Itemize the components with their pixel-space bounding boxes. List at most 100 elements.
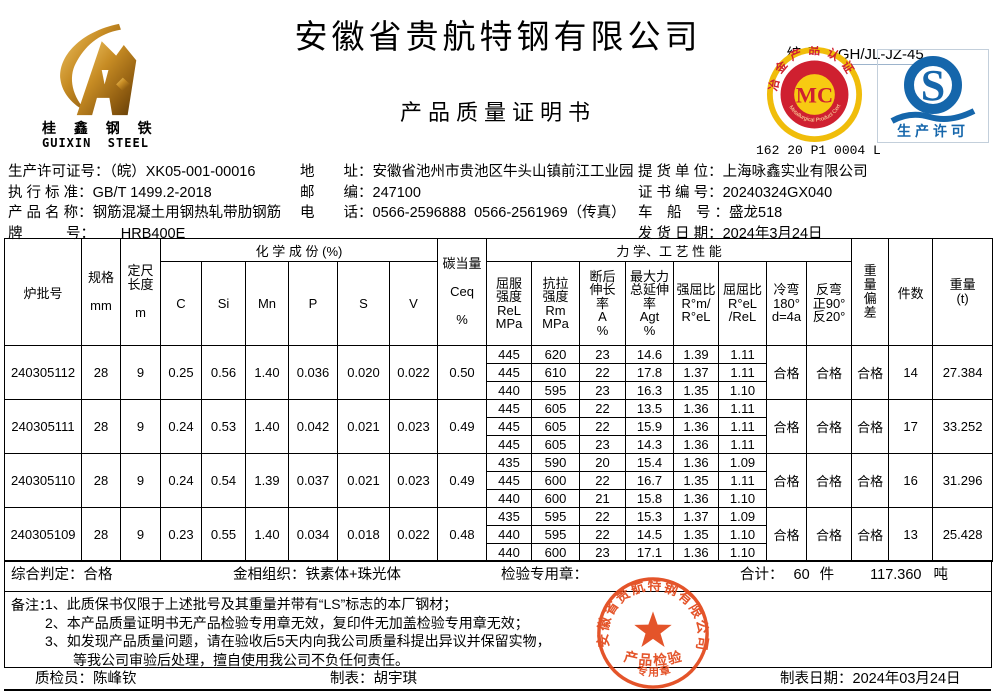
cell-chem: 0.023 xyxy=(388,453,439,508)
cell-mech: 1.36 xyxy=(673,417,720,436)
col-header-mn: Mn xyxy=(245,261,289,346)
cell-mech: 14.5 xyxy=(625,525,675,544)
cell-length: 9 xyxy=(120,345,161,400)
cell-mech: 600 xyxy=(531,471,581,490)
cell-mech: 1.09 xyxy=(718,453,768,472)
cell-mech: 15.3 xyxy=(625,507,675,526)
stamp-line1: 产品检验 xyxy=(623,647,686,668)
cell-mech: 15.8 xyxy=(625,489,675,508)
footer-row: 质检员：陈峰钦 制表：胡宇琪 制表日期：2024年03月24日 xyxy=(0,668,996,690)
cell-reverse-bend: 合格 xyxy=(806,345,853,400)
cell-mech: 440 xyxy=(486,381,533,400)
cell-mech: 20 xyxy=(579,453,627,472)
cell-mech: 1.36 xyxy=(673,453,720,472)
cell-mech: 14.3 xyxy=(625,435,675,454)
cell-mech: 17.8 xyxy=(625,363,675,382)
cell-chem: 0.24 xyxy=(160,399,202,454)
cell-cold-bend: 合格 xyxy=(766,345,808,400)
cell-chem: 0.25 xyxy=(160,345,202,400)
cell-mech: 595 xyxy=(531,381,581,400)
cell-chem: 0.037 xyxy=(288,453,338,508)
cell-mech: 605 xyxy=(531,435,581,454)
cell-weight: 33.252 xyxy=(932,399,994,454)
cell-mech: 435 xyxy=(486,453,533,472)
cell-batch: 240305112 xyxy=(4,345,82,400)
cell-chem: 0.034 xyxy=(288,507,338,562)
col-header-si: Si xyxy=(201,261,246,346)
metallographic-structure: 金相组织：铁素体+珠光体 xyxy=(233,567,401,583)
cell-mech: 23 xyxy=(579,435,627,454)
cell-chem: 1.40 xyxy=(245,345,289,400)
cell-mech: 16.3 xyxy=(625,381,675,400)
cell-chem: 0.53 xyxy=(201,399,246,454)
serial-value: GH/JL-JZ-45 xyxy=(835,46,926,65)
col-header-length: 定尺 长度 m xyxy=(120,238,161,346)
document-title: 产品质量证明书 xyxy=(399,100,596,125)
cell-chem: 0.23 xyxy=(160,507,202,562)
info-column-middle: 地 址：安徽省池州市贵池区牛头山镇前江工业园 邮 编：247100 电 话：05… xyxy=(300,162,634,224)
vehicle-line: 车 船 号 ：盛龙518 xyxy=(638,205,783,221)
report-date: 制表日期：2024年03月24日 xyxy=(780,671,961,687)
cell-chem: 0.023 xyxy=(388,399,439,454)
cell-cold-bend: 合格 xyxy=(766,399,808,454)
cell-mech: 440 xyxy=(486,525,533,544)
info-column-right: 提 货 单 位：上海咏鑫实业有限公司 证 书 编 号：20240324GX040… xyxy=(638,162,868,244)
col-header-yield: 屈服 强度 ReL MPa xyxy=(486,261,533,346)
cell-mech: 445 xyxy=(486,417,533,436)
tabulator: 制表：胡宇琪 xyxy=(330,671,417,687)
company-title: 安徽省贵航特钢有限公司 xyxy=(294,20,702,56)
cell-mech: 1.35 xyxy=(673,381,720,400)
inspection-stamp: 安徽省贵航特钢有限公司 产品检验 专用章 xyxy=(594,577,711,689)
notes-label: 备注： xyxy=(11,597,53,613)
postcode-line: 邮 编：247100 xyxy=(300,184,421,201)
cell-weight: 27.384 xyxy=(932,345,994,400)
cell-mech: 16.7 xyxy=(625,471,675,490)
cell-mech: 1.36 xyxy=(673,399,720,418)
phone-line: 电 话：0566-2596888 0566-2561969（传真） xyxy=(300,205,626,221)
cell-spec: 28 xyxy=(81,345,121,400)
cell-chem: 0.022 xyxy=(388,345,439,400)
col-header-p: P xyxy=(288,261,338,346)
cell-length: 9 xyxy=(120,453,161,508)
cell-mech: 15.9 xyxy=(625,417,675,436)
chem-section-header: 化 学 成 份 (%) xyxy=(159,238,439,262)
cell-mech: 22 xyxy=(579,363,627,382)
qs-logo-graphic: S 生产许可 xyxy=(890,56,976,139)
cell-mech: 1.11 xyxy=(718,471,768,490)
product-name-line: 产 品 名 称：钢筋混凝土用钢热轧带肋钢筋 xyxy=(8,205,282,221)
cell-batch: 240305110 xyxy=(4,453,82,508)
cell-mech: 600 xyxy=(531,489,581,508)
cell-mech: 435 xyxy=(486,507,533,526)
bottom-rule xyxy=(4,689,991,691)
cell-mech: 1.36 xyxy=(673,435,720,454)
summary-row: 综合判定：合格 金相组织：铁素体+珠光体 检验专用章： 合计： 60 件 117.36… xyxy=(4,560,992,592)
cell-chem: 0.022 xyxy=(388,507,439,562)
cell-mech: 1.10 xyxy=(718,543,768,562)
cell-pieces: 13 xyxy=(888,507,934,562)
quality-table: 炉批号 规格 mm 定尺 长度 m 化 学 成 份 (%) 碳当量 Ceq % … xyxy=(4,238,994,562)
cell-batch: 240305109 xyxy=(4,507,82,562)
cell-chem: 0.56 xyxy=(201,345,246,400)
note-line: 3、如发现产品质量问题，请在验收后5天内向我公司质量科提出异议并保留实物， xyxy=(45,633,551,649)
col-header-reverse-bend: 反弯 正90° 反20° xyxy=(806,261,853,346)
overall-judgement: 综合判定：合格 xyxy=(11,567,113,583)
col-header-spec: 规格 mm xyxy=(81,238,121,346)
note-line: 2、本产品质量证明书无产品检验专用章无效，复印件无加盖检验专用章无效； xyxy=(45,614,529,631)
cell-spec: 28 xyxy=(81,507,121,562)
cell-mech: 22 xyxy=(579,525,627,544)
cell-mech: 22 xyxy=(579,471,627,490)
cell-mech: 610 xyxy=(531,363,581,382)
cell-mech: 1.11 xyxy=(718,363,768,382)
cell-ceq: 0.49 xyxy=(437,453,488,508)
cell-reverse-bend: 合格 xyxy=(806,507,853,562)
cell-ceq: 0.48 xyxy=(437,507,488,562)
cell-mech: 605 xyxy=(531,417,581,436)
cell-mech: 1.11 xyxy=(718,417,768,436)
guixin-logo-chinese: 桂 鑫 钢 铁 xyxy=(42,120,159,136)
cell-mech: 440 xyxy=(486,543,533,562)
notes-lines: 1、此质保书仅限于上述批号及其重量并带有“LS”标志的本厂钢材； 2、本产品质量… xyxy=(45,595,551,669)
cell-ceq: 0.49 xyxy=(437,399,488,454)
cell-mech: 1.37 xyxy=(673,507,720,526)
cell-mech: 445 xyxy=(486,471,533,490)
